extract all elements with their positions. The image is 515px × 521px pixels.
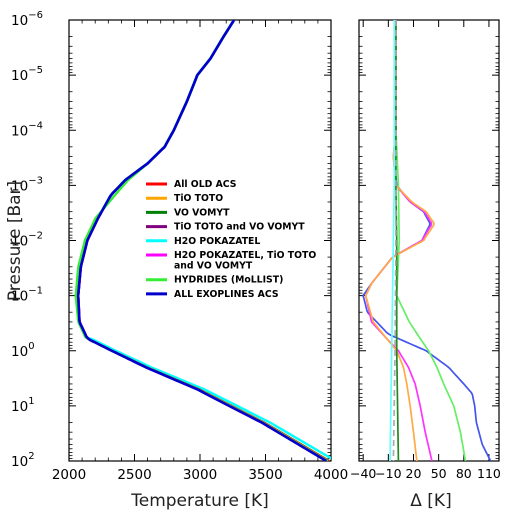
delta-plot-frame	[358, 19, 500, 462]
x-axis-label-temperature: Temperature [K]	[130, 491, 269, 511]
y-tick-label: 10−3	[11, 175, 43, 194]
delta-x-tick-label: 50	[431, 466, 447, 481]
y-tick-label: 101	[11, 396, 35, 415]
x-tick-label: 2500	[117, 467, 151, 483]
series-line-all-exoplines-acs	[76, 20, 328, 461]
x-tick-label: 3000	[183, 467, 217, 483]
legend-label: TiO TOTO and VO VOMYT	[174, 222, 305, 233]
delta-line-tio-toto-and-vo-vomyt	[392, 20, 397, 461]
x-tick-label: 2000	[52, 467, 86, 483]
delta-line-all-exoplines-acs	[362, 20, 492, 461]
y-tick-label: 102	[11, 451, 35, 470]
delta-line-hydrides-mollist-	[395, 20, 467, 461]
x-tick-label: 3500	[248, 467, 282, 483]
y-axis-label: Pressure [Bar]	[5, 181, 25, 301]
y-tick-label: 10−5	[11, 65, 43, 84]
legend-label: VO VOMYT	[174, 207, 230, 218]
legend-label: TiO TOTO	[174, 193, 223, 204]
y-tick-label: 10−6	[11, 10, 43, 29]
delta-plot: −40−10 20 50 80 110	[350, 19, 501, 481]
legend-label: All OLD ACS	[174, 179, 237, 190]
y-tick-label: 10−1	[11, 286, 43, 305]
delta-x-tick-label: 20	[406, 466, 422, 481]
legend-label: H2O POKAZATEL	[174, 236, 260, 247]
delta-x-tick-label: 80	[456, 466, 472, 481]
legend-label: H2O POKAZATEL, TiO TOTO and VO VOMYT	[174, 250, 316, 272]
legend-label: ALL EXOPLINES ACS	[174, 289, 279, 300]
y-tick-label: 10−2	[11, 231, 43, 250]
delta-x-tick-label: −10	[375, 466, 401, 481]
legend-label: HYDRIDES (MoLLIST)	[174, 275, 283, 286]
x-axis-label-delta: Δ [K]	[410, 491, 451, 511]
delta-x-tick-label: 110	[477, 466, 501, 481]
delta-x-tick-label: −40	[350, 466, 376, 481]
temperature-pressure-plot: 10−6 10−5 10−4 10−3 10−2 10−1 100 101 102 2000 250…	[11, 10, 348, 483]
x-tick-label: 4000	[314, 467, 348, 483]
y-tick-label: 100	[11, 341, 35, 360]
y-tick-label: 10−4	[11, 120, 43, 139]
delta-line-h2o-pokazatel	[389, 20, 396, 461]
legend: All OLD ACS TiO TOTO VO VOMYT TiO TOTO and …	[146, 179, 316, 300]
